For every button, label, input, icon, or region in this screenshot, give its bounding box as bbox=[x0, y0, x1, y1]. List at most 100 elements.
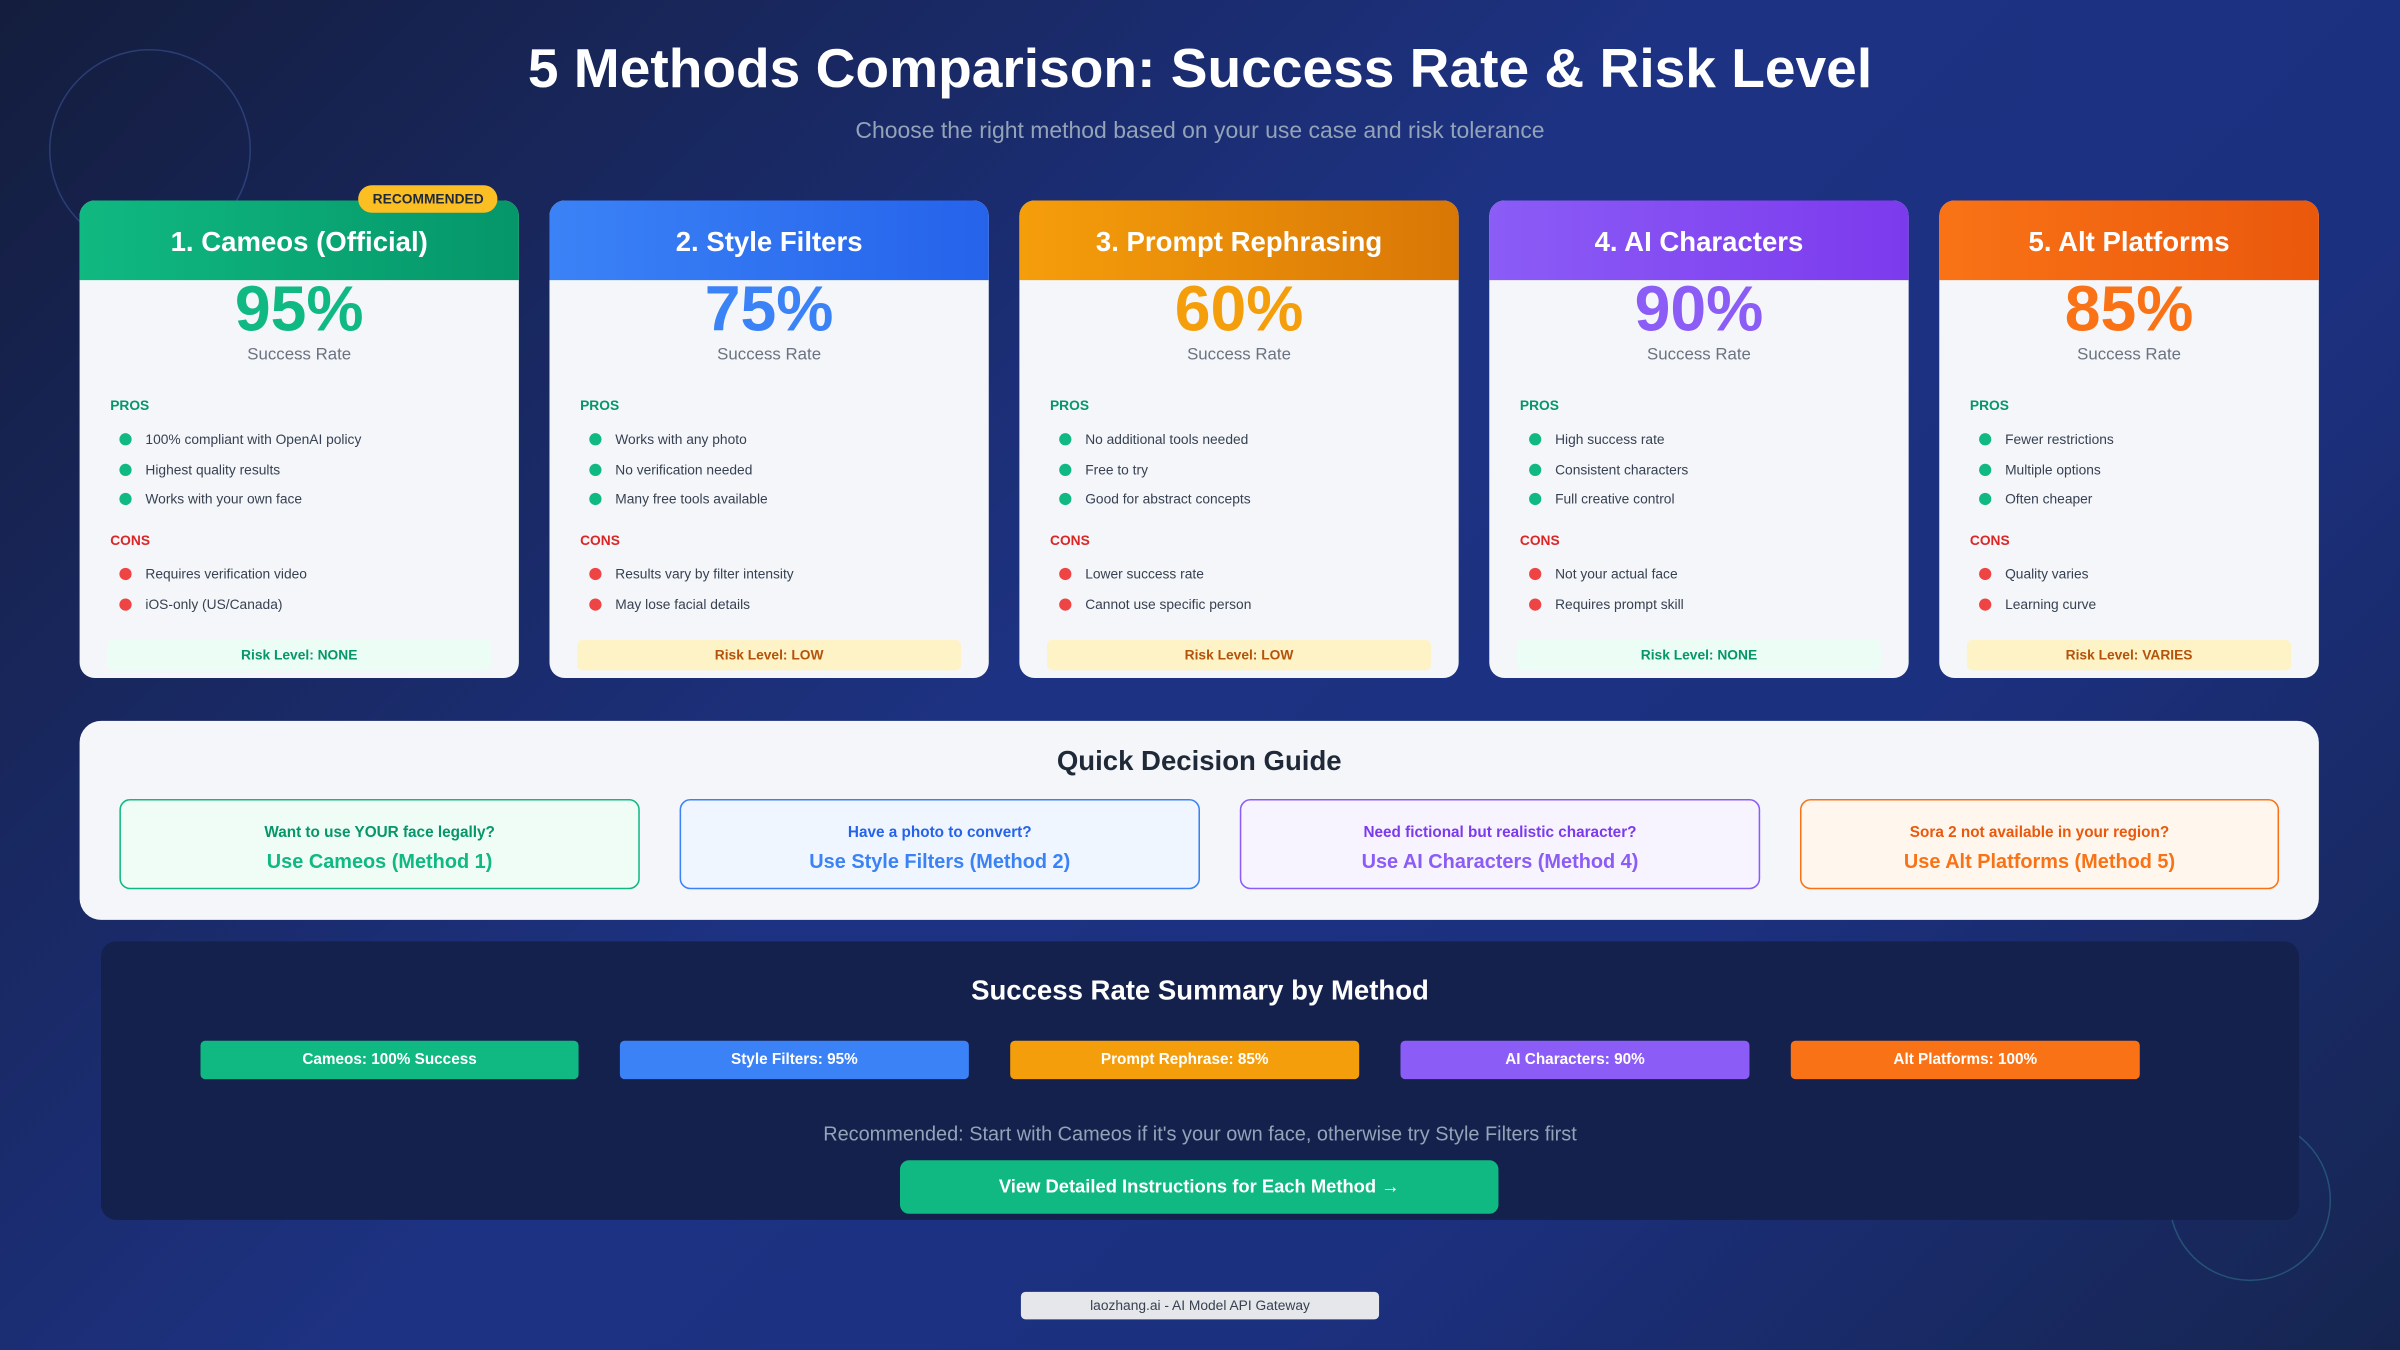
pro-dot bbox=[1979, 433, 1992, 446]
summary-bar: Style Filters: 95% bbox=[619, 1040, 969, 1080]
pro-dot bbox=[1979, 492, 1992, 506]
guide-option: Sora 2 not available in your region? Use … bbox=[1799, 798, 2280, 890]
pro-item: Consistent characters bbox=[1555, 461, 1689, 477]
pro-dot bbox=[119, 433, 132, 446]
cons-label: CONS bbox=[1049, 532, 1090, 548]
pro-item: Good for abstract concepts bbox=[1085, 491, 1251, 507]
pro-item: No additional tools needed bbox=[1085, 431, 1249, 447]
con-item: Requires verification video bbox=[145, 566, 307, 582]
guide-option: Need fictional but realistic character? U… bbox=[1239, 798, 1761, 890]
con-dot bbox=[1059, 567, 1072, 581]
page-subtitle: Choose the right method based on your us… bbox=[855, 117, 1545, 144]
con-item: Lower success rate bbox=[1085, 566, 1204, 582]
guide-question: Want to use YOUR face legally? bbox=[264, 824, 495, 842]
recommendation: Recommended: Start with Cameos if it's y… bbox=[823, 1121, 1577, 1145]
page-title: 5 Methods Comparison: Success Rate & Ris… bbox=[527, 36, 1873, 100]
rate-label: Success Rate bbox=[1647, 345, 1751, 365]
risk-level: Risk Level: NONE bbox=[1516, 639, 1882, 671]
instructions-button[interactable]: View Detailed Instructions for Each Meth… bbox=[899, 1160, 1499, 1214]
card-title: 3. Prompt Rephrasing bbox=[1095, 226, 1383, 258]
con-item: iOS-only (US/Canada) bbox=[145, 596, 283, 612]
card-header: 1. Cameos (Official) bbox=[79, 200, 519, 281]
pro-item: 100% compliant with OpenAI policy bbox=[145, 431, 362, 447]
summary-bar: Alt Platforms: 100% bbox=[1790, 1040, 2140, 1080]
con-dot bbox=[119, 597, 132, 610]
guide-answer: Use Style Filters (Method 2) bbox=[809, 849, 1071, 873]
rate-label: Success Rate bbox=[2077, 345, 2182, 365]
pro-item: Free to try bbox=[1085, 461, 1148, 477]
success-rate: 75% bbox=[704, 272, 834, 345]
guide-option: Have a photo to convert? Use Style Filter… bbox=[679, 798, 1200, 890]
summary-panel: Success Rate Summary by Method Cameos: 10… bbox=[101, 941, 2299, 1220]
guide-option: Want to use YOUR face legally? Use Cameos… bbox=[119, 798, 640, 890]
cons-label: CONS bbox=[580, 532, 620, 548]
con-item: Cannot use specific person bbox=[1085, 596, 1252, 612]
method-card: 3. Prompt Rephrasing 60% Success Rate PROS N… bbox=[1019, 200, 1459, 679]
con-dot bbox=[1529, 597, 1542, 610]
pro-dot bbox=[1529, 492, 1542, 506]
guide-answer: Use Cameos (Method 1) bbox=[266, 849, 493, 873]
card-header: 4. AI Characters bbox=[1489, 200, 1909, 281]
card-header: 5. Alt Platforms bbox=[1939, 200, 2319, 281]
pros-label: PROS bbox=[1519, 397, 1559, 414]
risk-level: Risk Level: NONE bbox=[107, 639, 492, 671]
card-header: 3. Prompt Rephrasing bbox=[1019, 200, 1459, 281]
pro-dot bbox=[1059, 433, 1072, 446]
con-dot bbox=[119, 567, 132, 581]
summary-title: Success Rate Summary by Method bbox=[971, 974, 1429, 1006]
card-title: 1. Cameos (Official) bbox=[170, 226, 428, 258]
pros-label: PROS bbox=[1049, 397, 1090, 414]
pro-dot bbox=[119, 463, 132, 476]
pro-dot bbox=[1529, 433, 1542, 446]
pro-item: Often cheaper bbox=[2005, 491, 2093, 507]
success-rate: 95% bbox=[234, 272, 364, 345]
con-item: Quality varies bbox=[2005, 566, 2089, 582]
card-title: 4. AI Characters bbox=[1594, 226, 1804, 258]
con-dot bbox=[1979, 597, 1992, 610]
guide-title: Quick Decision Guide bbox=[1056, 745, 1342, 777]
guide-answer: Use AI Characters (Method 4) bbox=[1361, 849, 1639, 873]
con-dot bbox=[1979, 567, 1992, 581]
pros-label: PROS bbox=[1969, 397, 2009, 414]
pro-dot bbox=[1059, 463, 1072, 476]
pro-dot bbox=[119, 492, 132, 506]
pro-item: No verification needed bbox=[615, 461, 753, 477]
pro-item: Full creative control bbox=[1555, 491, 1675, 507]
risk-level: Risk Level: LOW bbox=[577, 639, 962, 671]
pro-item: High success rate bbox=[1555, 431, 1665, 447]
pro-item: Multiple options bbox=[2005, 461, 2101, 477]
method-card: 4. AI Characters 90% Success Rate PROS High … bbox=[1489, 200, 1909, 679]
guide-question: Sora 2 not available in your region? bbox=[1909, 824, 2170, 842]
rate-label: Success Rate bbox=[717, 345, 822, 365]
pro-item: Fewer restrictions bbox=[2005, 431, 2114, 447]
rate-label: Success Rate bbox=[1187, 345, 1291, 365]
con-dot bbox=[1529, 567, 1542, 581]
con-item: Learning curve bbox=[2005, 596, 2097, 612]
method-card: 2. Style Filters 75% Success Rate PROS Works… bbox=[549, 200, 989, 679]
con-item: Not your actual face bbox=[1555, 566, 1678, 582]
pro-dot bbox=[589, 492, 602, 506]
cons-label: CONS bbox=[1969, 532, 2010, 548]
summary-bar: Cameos: 100% Success bbox=[200, 1040, 579, 1080]
pro-dot bbox=[1059, 492, 1072, 506]
con-item: Results vary by filter intensity bbox=[615, 566, 794, 582]
pro-dot bbox=[1979, 463, 1992, 476]
pros-label: PROS bbox=[110, 397, 150, 414]
card-title: 5. Alt Platforms bbox=[2028, 226, 2230, 258]
guide-question: Need fictional but realistic character? bbox=[1363, 824, 1637, 842]
pro-item: Highest quality results bbox=[145, 461, 281, 477]
cons-label: CONS bbox=[110, 532, 151, 548]
success-rate: 60% bbox=[1174, 272, 1304, 345]
pro-item: Works with your own face bbox=[145, 491, 303, 507]
rate-label: Success Rate bbox=[247, 345, 352, 365]
success-rate: 85% bbox=[2064, 272, 2194, 345]
con-dot bbox=[589, 597, 602, 610]
decision-guide: Quick Decision Guide Want to use YOUR fac… bbox=[79, 720, 2319, 920]
cons-label: CONS bbox=[1519, 532, 1560, 548]
pro-dot bbox=[589, 433, 602, 446]
method-card: 5. Alt Platforms 85% Success Rate PROS Fewer… bbox=[1939, 200, 2319, 679]
card-title: 2. Style Filters bbox=[675, 226, 863, 258]
con-dot bbox=[589, 567, 602, 581]
pros-label: PROS bbox=[580, 397, 620, 414]
guide-question: Have a photo to convert? bbox=[847, 824, 1032, 842]
